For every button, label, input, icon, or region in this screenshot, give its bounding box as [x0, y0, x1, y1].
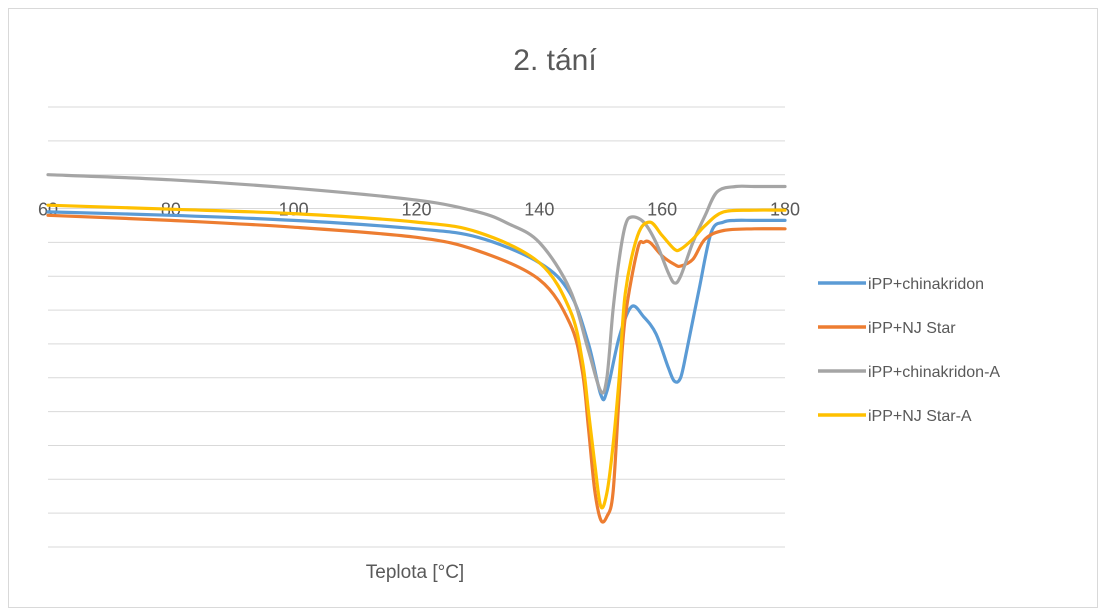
- x-axis-label: Teplota [°C]: [366, 562, 464, 583]
- chart-title: 2. tání: [513, 44, 597, 77]
- series-line-3: [46, 173, 787, 395]
- gridlines: [48, 106, 785, 548]
- series-line-4: [46, 203, 787, 510]
- x-tick-label: 160: [647, 200, 677, 220]
- series-line-1: [46, 210, 787, 402]
- legend-label: iPP+NJ Star: [868, 320, 956, 337]
- x-tick-label: 120: [401, 200, 431, 220]
- legend-label: iPP+chinakridon: [868, 276, 984, 293]
- x-tick-label: 100: [279, 200, 309, 220]
- x-tick-label: 140: [524, 200, 554, 220]
- series-line-2: [46, 213, 787, 524]
- legend-label: iPP+NJ Star-A: [868, 408, 972, 425]
- legend-label: iPP+chinakridon-A: [868, 364, 1000, 381]
- series-lines: [46, 173, 787, 524]
- legend: iPP+chinakridon iPP+NJ Star iPP+chinakrido…: [818, 276, 1000, 425]
- chart-frame: [8, 8, 1098, 608]
